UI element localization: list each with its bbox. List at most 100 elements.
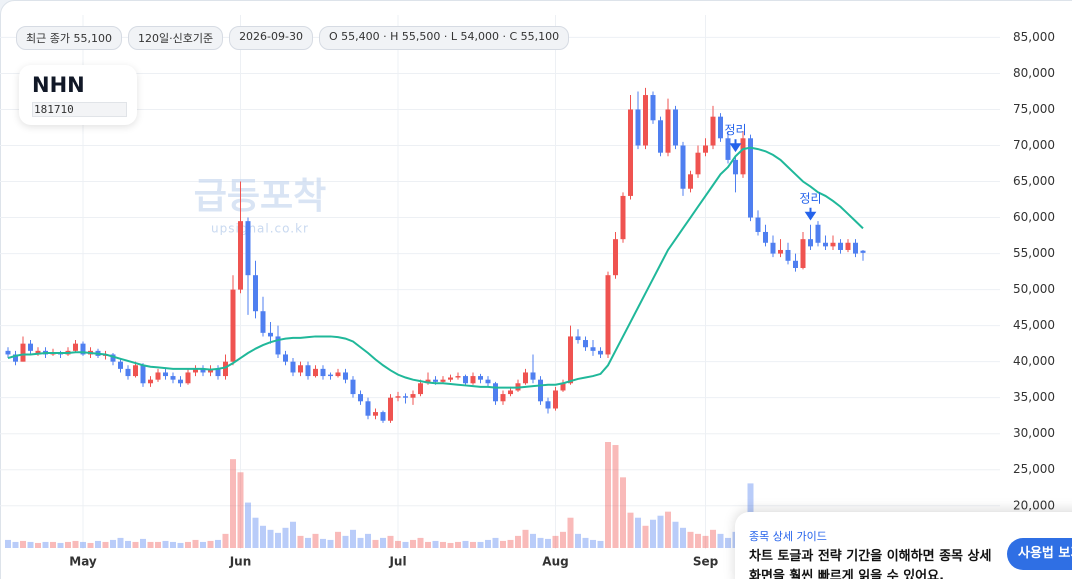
candle-body	[395, 396, 401, 398]
y-tick-label: 55,000	[1013, 246, 1055, 260]
volume-bar	[117, 537, 124, 548]
candle-body	[643, 95, 648, 146]
volume-bar	[320, 538, 326, 548]
volume-bar	[410, 539, 416, 548]
volume-bar	[725, 537, 731, 548]
candle-body	[560, 383, 566, 391]
volume-bar	[620, 477, 626, 548]
annotation-arrow	[729, 139, 742, 153]
volume-bar	[657, 515, 664, 548]
volume-bar	[305, 537, 311, 548]
candle-body	[575, 336, 581, 341]
candle-body	[380, 412, 386, 421]
volume-bar	[312, 533, 319, 548]
candle-body	[613, 239, 618, 276]
y-tick-label: 45,000	[1013, 318, 1055, 332]
candle-body	[275, 336, 281, 355]
volume-bar	[177, 542, 184, 548]
candle-body	[755, 217, 761, 232]
volume-bar	[530, 533, 536, 548]
volume-bar	[590, 539, 596, 548]
candle-body	[245, 221, 251, 276]
watermark-title: 급등포착	[194, 176, 326, 217]
volume-bar	[642, 525, 649, 548]
candle-body	[673, 109, 678, 146]
x-tick-label: Jul	[388, 555, 406, 569]
candle-body	[763, 231, 768, 243]
candle-body	[208, 368, 213, 373]
candle-body	[538, 379, 543, 402]
candle-body	[223, 361, 228, 377]
chip: O 55,400 · H 55,500 · L 54,000 · C 55,10…	[319, 26, 570, 50]
volume-bar	[72, 540, 79, 548]
candle-body	[433, 379, 438, 382]
volume-bar	[42, 541, 49, 548]
candle-body	[770, 242, 776, 254]
candle-body	[830, 242, 836, 247]
volume-bar	[335, 531, 341, 548]
volume-bar	[440, 541, 446, 548]
candle-body	[778, 249, 783, 254]
candle-body	[268, 332, 273, 337]
y-tick-label: 30,000	[1013, 426, 1055, 440]
candle-body	[365, 401, 371, 416]
ticker-code: 181710	[32, 102, 127, 117]
volume-bar	[27, 541, 34, 548]
volume-bar	[650, 519, 656, 548]
candle-body	[28, 343, 33, 351]
candle-body	[838, 242, 843, 250]
candle-body	[463, 376, 468, 384]
y-tick-label: 40,000	[1013, 354, 1055, 368]
volume-bar	[515, 535, 521, 548]
candle-body	[455, 376, 461, 378]
candle-body	[710, 116, 716, 146]
candle-body	[148, 379, 153, 384]
candle-body	[260, 311, 266, 333]
x-tick-label: Jun	[229, 555, 252, 569]
candle-body	[410, 394, 416, 398]
volume-bar	[522, 529, 529, 548]
candle-body	[313, 368, 318, 377]
chip: 120일·신호기준	[127, 26, 224, 50]
volume-bar	[432, 540, 439, 548]
candle-body	[388, 397, 393, 421]
candle-body	[658, 120, 663, 153]
candle-body	[35, 350, 41, 355]
candle-body	[448, 377, 453, 380]
candle-body	[358, 394, 363, 402]
volume-bar	[380, 537, 386, 548]
candle-body	[320, 368, 326, 377]
candle-body	[860, 250, 866, 253]
guide-button[interactable]: 사용법 보기	[1007, 538, 1072, 570]
candle-body	[583, 340, 588, 348]
volume-bar	[260, 525, 266, 548]
annotation-label: 정리	[799, 191, 821, 205]
candle-body	[185, 372, 191, 384]
volume-bar	[267, 529, 274, 548]
volume-bar	[470, 541, 476, 548]
volume-bar	[282, 527, 289, 548]
candle-body	[178, 379, 183, 384]
candle-body	[590, 347, 596, 351]
volume-bar	[552, 535, 559, 548]
volume-bar	[402, 541, 409, 548]
y-tick-label: 75,000	[1013, 102, 1055, 116]
candle-body	[695, 152, 701, 175]
candle-body	[403, 396, 408, 398]
chips: 최근 종가 55,100 120일·신호기준 2026-09-30 O 55,400 …	[16, 26, 570, 50]
volume-bar	[155, 541, 161, 548]
volume-bar	[170, 541, 176, 548]
candle-body	[140, 365, 146, 384]
volume-bar	[327, 539, 334, 548]
volume-bar	[57, 542, 64, 548]
volume-bar	[537, 537, 544, 548]
y-tick-label: 60,000	[1013, 210, 1055, 224]
guide-line: 차트 토글과 전략 기간을 이해하면 종목 상세	[749, 549, 992, 564]
candle-body	[125, 368, 131, 377]
volume-bar	[95, 540, 101, 548]
volume-bar	[672, 521, 679, 548]
volume-bar	[252, 517, 259, 548]
candle-body	[373, 412, 378, 416]
volume-bar	[297, 535, 304, 548]
